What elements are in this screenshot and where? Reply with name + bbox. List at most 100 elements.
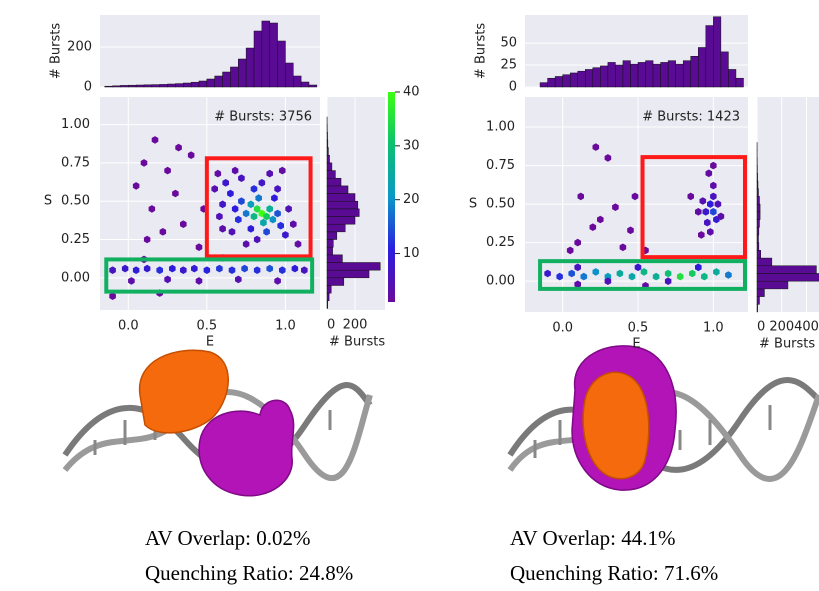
histogram-bar: [667, 60, 676, 88]
annotation: # Bursts: 1423: [642, 110, 740, 125]
hexbin-cell: [180, 220, 187, 228]
histogram-bar: [705, 25, 714, 88]
y-axis-label: S: [469, 197, 477, 212]
hexbin-cell: [592, 143, 600, 151]
histogram-bar: [585, 69, 594, 88]
y-tick-label: 0: [84, 80, 92, 95]
dna-illustration: [507, 345, 819, 491]
histogram-bar: [756, 304, 758, 313]
hexbin-cell: [574, 280, 581, 289]
hexbin-cell: [151, 136, 159, 144]
hexbin-cell: [247, 200, 255, 209]
hexbin-cell: [710, 161, 717, 170]
y-tick-label: 50: [500, 36, 517, 51]
plot-background: [100, 97, 320, 310]
hexbin-cell: [701, 272, 708, 281]
histogram-bar: [675, 63, 684, 88]
hexbin-cell: [714, 200, 722, 208]
hexbin-cell: [216, 264, 223, 273]
hexbin-cell: [148, 205, 156, 213]
histogram-bar: [713, 16, 722, 88]
histogram-bar: [135, 84, 145, 88]
hexbin-cell: [274, 277, 281, 285]
histogram-bar: [756, 250, 761, 259]
histogram-bar: [198, 80, 208, 88]
orange-volume: [138, 349, 229, 434]
hexbin-cell: [132, 266, 140, 274]
histogram-bar: [175, 83, 184, 88]
hexbin-cell: [266, 169, 273, 178]
x-tick-label: 0.0: [552, 321, 573, 336]
histogram-bar: [756, 273, 819, 282]
x-axis-label: # Bursts: [329, 335, 385, 350]
hexbin-cell: [705, 169, 713, 178]
hexbin-cell: [544, 269, 551, 278]
histogram-bar: [607, 62, 616, 88]
y-tick-label: 0.25: [61, 232, 90, 247]
x-axis-label: E: [206, 335, 214, 350]
hexbin-cell: [242, 209, 250, 218]
hexbin-cell: [640, 268, 648, 276]
hexbin-cell: [109, 266, 116, 274]
histogram-bar: [615, 64, 624, 88]
hexbin-cell: [222, 179, 229, 187]
hexbin-cell: [707, 200, 714, 208]
hexbin-cell: [664, 269, 672, 278]
histogram-bar: [120, 85, 129, 88]
histogram-bar: [577, 70, 586, 88]
histogram-bar: [326, 277, 345, 286]
hexbin-cell: [253, 205, 261, 213]
hexbin-cell: [231, 205, 239, 213]
y-tick-label: 1.00: [61, 117, 90, 132]
hexbin-cell: [238, 197, 245, 205]
hexbin-cell: [652, 272, 660, 281]
histogram-bar: [728, 69, 737, 88]
hexbin-cell: [247, 225, 255, 233]
y-tick-label: 0: [509, 80, 517, 95]
histogram-bar: [222, 71, 231, 88]
x-tick-label: 0: [327, 318, 335, 333]
histogram-bar: [756, 219, 760, 228]
hexbin-cell: [580, 272, 588, 281]
histogram-bar: [230, 66, 239, 88]
histogram-bar: [645, 60, 654, 88]
histogram-bar: [326, 200, 359, 210]
histogram-bar: [756, 234, 759, 243]
histogram-bar: [547, 77, 556, 88]
histogram-bar: [326, 170, 336, 179]
histogram-bar: [637, 62, 646, 88]
hexbin-cell: [169, 264, 176, 273]
hexbin-cell: [271, 194, 278, 202]
x-tick-label: 1.0: [275, 319, 296, 334]
hexbin-cell: [274, 185, 281, 193]
histogram-bar: [756, 211, 761, 220]
hexbin-cell: [203, 266, 211, 274]
hexbin-cell: [277, 221, 284, 230]
y-tick-label: 200: [67, 40, 92, 55]
histogram-bar: [660, 62, 669, 88]
hexbin-cell: [279, 166, 286, 175]
histogram-bar: [592, 67, 601, 88]
histogram-bar: [143, 84, 153, 88]
histogram-bar: [308, 84, 318, 88]
x-axis-label: # Bursts: [759, 337, 815, 352]
hexbin-cell: [214, 169, 222, 178]
x-tick-label: 400: [794, 320, 819, 335]
histogram-bar: [326, 131, 328, 141]
hexbin-cell: [250, 185, 258, 193]
hexbin-cell: [631, 192, 639, 201]
histogram-bar: [630, 63, 639, 88]
histogram-bar: [183, 82, 192, 88]
histogram-bar: [326, 300, 328, 309]
histogram-bar: [326, 269, 370, 279]
histogram-bar: [326, 147, 329, 156]
hexbin-cell: [577, 192, 584, 201]
dna-illustration: [62, 349, 373, 497]
histogram-bar: [600, 65, 609, 88]
hexbin-cell: [132, 182, 140, 190]
histogram-bar: [735, 77, 744, 88]
hexbin-cell: [707, 228, 714, 236]
hexbin-cell: [689, 269, 696, 278]
histogram-bar: [253, 30, 263, 88]
